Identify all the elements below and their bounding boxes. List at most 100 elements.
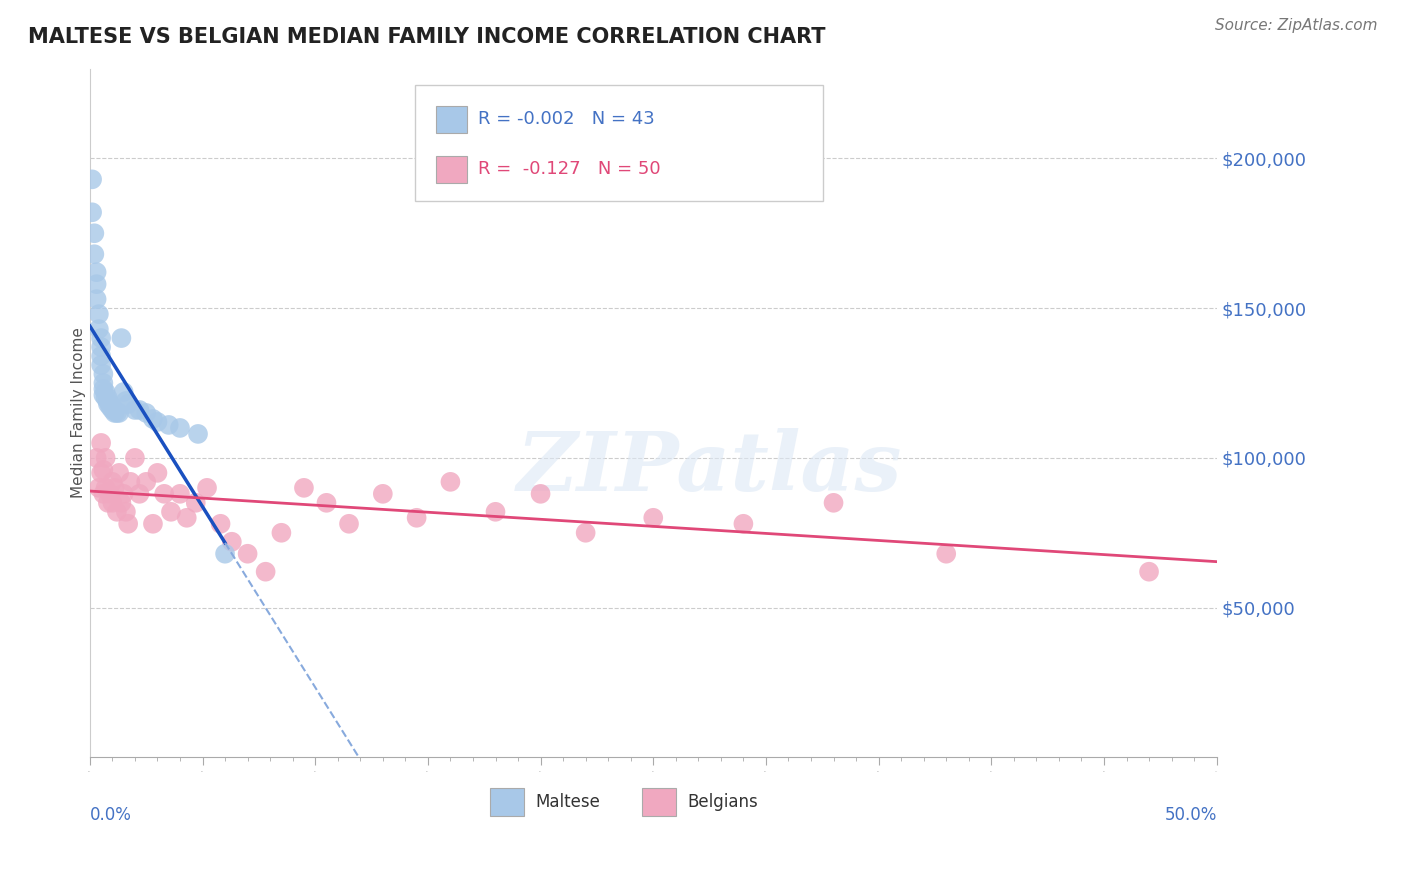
Point (529, 487, 551, 501)
Point (90, 466, 112, 480)
Text: R = -0.002   N = 43: R = -0.002 N = 43 (478, 111, 655, 128)
Point (97, 391, 120, 405)
Point (101, 403, 124, 417)
Point (93, 487, 115, 501)
Point (82, 205, 104, 219)
Text: 50.0%: 50.0% (1164, 805, 1216, 823)
Point (97, 397, 120, 411)
Point (90, 436, 112, 450)
Point (101, 400, 124, 414)
Point (97, 496, 120, 510)
Point (98, 397, 121, 411)
Text: ZIPatlas: ZIPatlas (517, 428, 903, 508)
Point (484, 505, 506, 519)
Point (195, 481, 218, 495)
Point (93, 463, 115, 477)
Point (124, 403, 146, 417)
Point (176, 510, 198, 524)
Point (337, 516, 360, 531)
Text: R =  -0.127   N = 50: R = -0.127 N = 50 (478, 161, 661, 178)
Point (214, 547, 236, 561)
Point (1137, 565, 1160, 579)
Point (90, 331, 112, 345)
Point (93, 376, 115, 390)
Point (97, 394, 120, 409)
Point (128, 487, 150, 501)
FancyBboxPatch shape (489, 789, 523, 816)
Point (110, 331, 132, 345)
Point (157, 417, 180, 432)
Point (935, 547, 957, 561)
Point (120, 475, 142, 489)
Point (94, 450, 117, 465)
Point (146, 415, 169, 429)
Point (643, 510, 665, 524)
Point (93, 367, 115, 381)
Point (90, 358, 112, 372)
Text: 0.0%: 0.0% (90, 805, 132, 823)
Point (823, 496, 845, 510)
Point (112, 487, 135, 501)
Point (86, 292, 108, 306)
Point (87, 481, 110, 495)
Point (209, 516, 232, 531)
Point (82, 172, 104, 186)
Point (142, 412, 165, 426)
Point (83, 226, 105, 240)
Point (105, 505, 128, 519)
Point (142, 516, 165, 531)
Point (169, 487, 191, 501)
Point (98, 400, 121, 414)
Point (93, 388, 115, 402)
Point (135, 475, 157, 489)
Point (221, 534, 243, 549)
Point (108, 406, 131, 420)
Point (439, 475, 461, 489)
Point (86, 277, 108, 292)
Point (94, 481, 117, 495)
Point (94, 391, 117, 405)
Point (160, 505, 183, 519)
Point (101, 496, 124, 510)
Point (371, 487, 394, 501)
Text: Belgians: Belgians (688, 793, 758, 811)
Y-axis label: Median Family Income: Median Family Income (72, 327, 86, 499)
Point (86, 265, 108, 279)
Point (405, 510, 427, 524)
Point (575, 525, 598, 540)
Point (98, 487, 121, 501)
Point (124, 450, 146, 465)
Text: MALTESE VS BELGIAN MEDIAN FAMILY INCOME CORRELATION CHART: MALTESE VS BELGIAN MEDIAN FAMILY INCOME … (28, 27, 825, 46)
Point (184, 496, 207, 510)
Point (270, 525, 292, 540)
Point (115, 394, 138, 409)
Point (86, 450, 108, 465)
Point (104, 403, 127, 417)
Point (112, 384, 135, 399)
Point (187, 426, 209, 441)
Point (90, 340, 112, 354)
Text: Source: ZipAtlas.com: Source: ZipAtlas.com (1215, 18, 1378, 33)
Point (128, 403, 150, 417)
Point (292, 481, 315, 495)
Point (83, 247, 105, 261)
Point (146, 466, 169, 480)
Point (115, 505, 138, 519)
Point (315, 496, 337, 510)
Point (104, 481, 127, 495)
Point (94, 384, 117, 399)
Point (110, 496, 132, 510)
Point (87, 322, 110, 336)
Point (104, 406, 127, 420)
Point (101, 475, 124, 489)
Point (117, 516, 139, 531)
Point (105, 406, 128, 420)
Text: Maltese: Maltese (534, 793, 600, 811)
Point (87, 307, 110, 321)
FancyBboxPatch shape (643, 789, 676, 816)
Point (108, 466, 131, 480)
Point (90, 349, 112, 363)
Point (153, 487, 176, 501)
Point (254, 565, 277, 579)
Point (236, 547, 259, 561)
